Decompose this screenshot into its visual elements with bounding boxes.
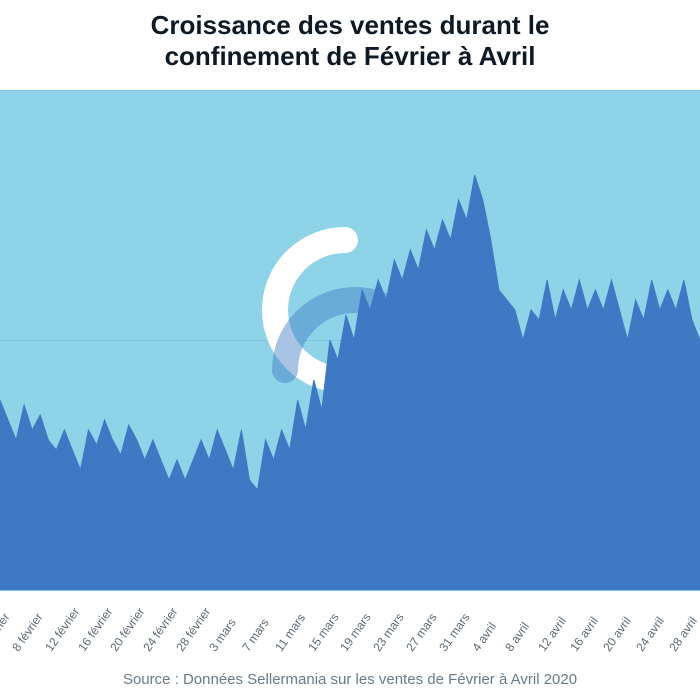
chart-area: [0, 90, 700, 590]
source-caption: Source : Données Sellermania sur les ven…: [0, 671, 700, 688]
x-axis-label: 31 mars: [436, 610, 472, 654]
gridline: [0, 590, 700, 591]
x-axis-label: 11 mars: [272, 611, 308, 654]
x-axis-label: 7 mars: [239, 616, 272, 654]
x-axis-label: 24 avril: [633, 614, 667, 654]
x-axis-label: 20 avril: [601, 614, 635, 654]
x-axis-label: 27 mars: [403, 610, 439, 654]
area-chart-svg: [0, 90, 700, 590]
x-axis-label: 12 avril: [535, 614, 569, 654]
x-axis-labels: 4 février8 février12 février16 février20…: [0, 595, 700, 665]
chart-card: Croissance des ventes durant le confinem…: [0, 0, 700, 700]
x-axis-label: 15 mars: [305, 610, 341, 654]
x-axis-label: 28 avril: [666, 614, 700, 654]
x-axis-label: 19 mars: [338, 610, 374, 654]
chart-title: Croissance des ventes durant le confinem…: [0, 10, 700, 72]
x-axis-label: 8 avril: [502, 620, 532, 654]
x-axis-label: 8 février: [9, 610, 45, 654]
title-line-1: Croissance des ventes durant le: [151, 10, 550, 40]
x-axis-label: 23 mars: [371, 610, 407, 654]
x-axis-label: 16 avril: [568, 614, 602, 654]
title-line-2: confinement de Février à Avril: [165, 41, 536, 71]
x-axis-label: 3 mars: [206, 616, 239, 654]
x-axis-label: 4 avril: [469, 620, 499, 654]
